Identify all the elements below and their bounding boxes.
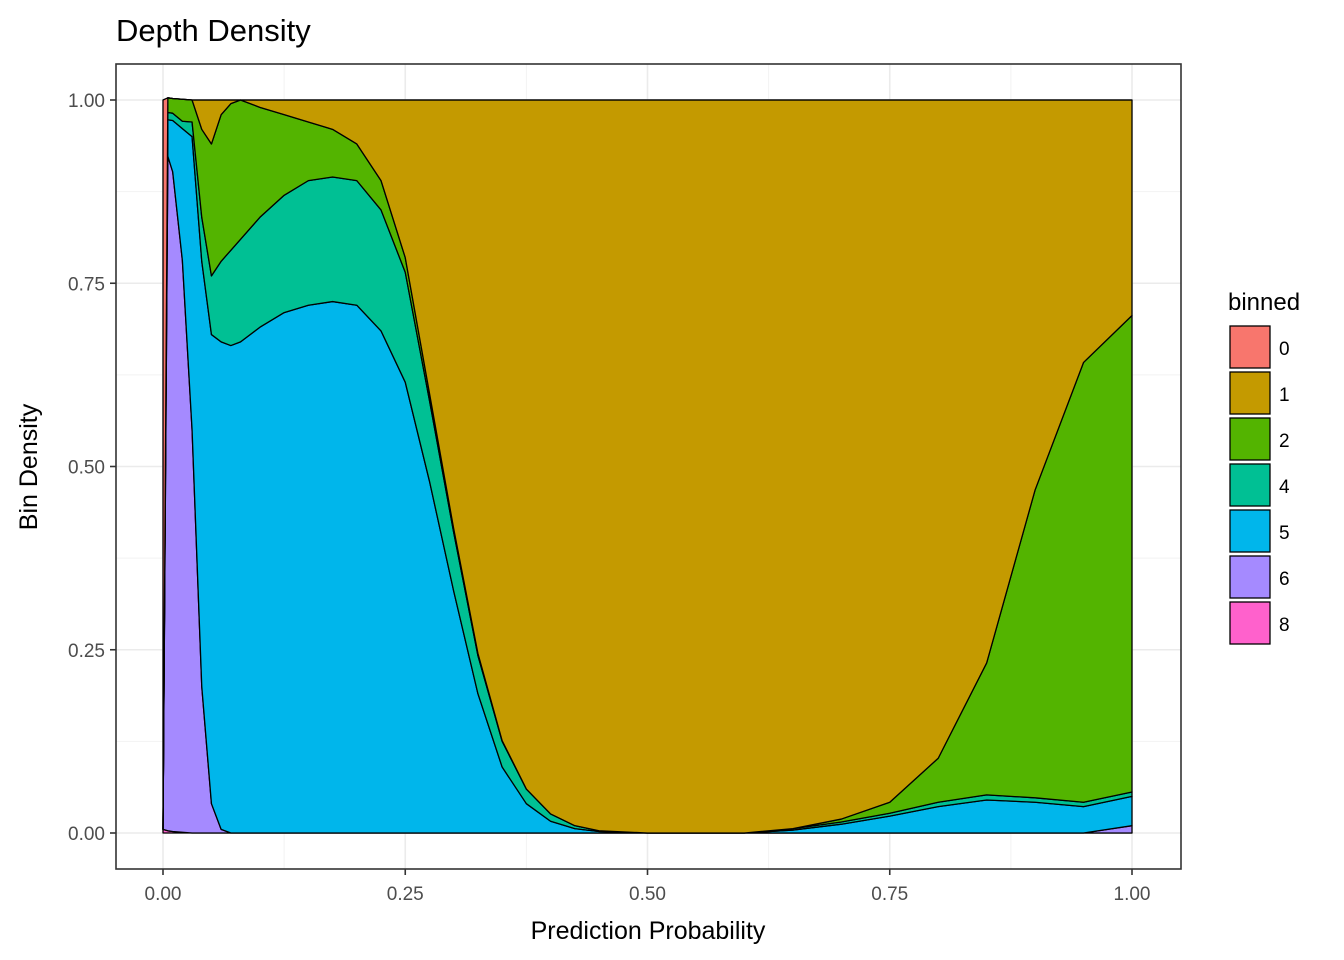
legend-key-4 — [1229, 463, 1271, 507]
legend-key-5 — [1229, 509, 1271, 553]
y-tick-label: 0.50 — [68, 458, 105, 479]
legend-key-8 — [1229, 601, 1271, 645]
y-tick-label: 0.00 — [68, 824, 105, 845]
x-axis-title: Prediction Probability — [531, 917, 766, 945]
y-axis-title: Bin Density — [15, 403, 43, 530]
legend-label-4: 4 — [1279, 477, 1290, 498]
y-tick-label: 1.00 — [68, 91, 105, 112]
y-axis: 0.00 0.25 0.50 0.75 1.00 — [68, 91, 116, 845]
x-tick-label: 0.50 — [629, 884, 666, 905]
legend-label-6: 6 — [1279, 569, 1290, 590]
x-tick-label: 0.75 — [871, 884, 908, 905]
legend-key-1 — [1229, 371, 1271, 415]
x-tick-label: 0.25 — [387, 884, 424, 905]
area-series-0 — [162, 97, 1133, 830]
x-tick-label: 1.00 — [1114, 884, 1151, 905]
legend: binned 0 1 2 4 5 6 8 — [1228, 289, 1300, 645]
x-axis: 0.00 0.25 0.50 0.75 1.00 — [145, 869, 1151, 905]
y-tick-label: 0.75 — [68, 274, 105, 295]
legend-key-2 — [1229, 417, 1271, 461]
legend-label-0: 0 — [1279, 339, 1290, 360]
legend-label-8: 8 — [1279, 615, 1290, 636]
legend-label-5: 5 — [1279, 523, 1290, 544]
legend-title: binned — [1228, 289, 1300, 316]
chart-title: Depth Density — [116, 13, 311, 48]
stacked-areas — [162, 97, 1133, 834]
legend-key-6 — [1229, 555, 1271, 599]
legend-label-2: 2 — [1279, 431, 1290, 452]
x-tick-label: 0.00 — [145, 884, 182, 905]
y-tick-label: 0.25 — [68, 641, 105, 662]
legend-key-0 — [1229, 325, 1271, 369]
legend-label-1: 1 — [1279, 385, 1290, 406]
